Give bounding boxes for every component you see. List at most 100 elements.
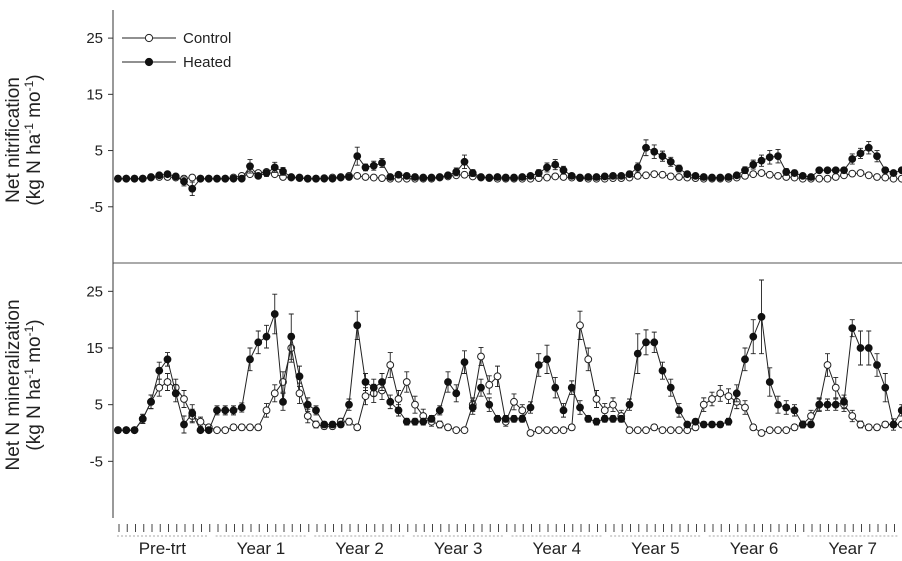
- nitrification-heated-point: [783, 169, 790, 176]
- nitrification-heated-point: [304, 175, 311, 182]
- nitrification-heated-point: [453, 169, 460, 176]
- mineralization-heated-point: [882, 384, 889, 391]
- mineralization-control-point: [304, 413, 311, 420]
- nitrification-control-point: [775, 172, 782, 179]
- mineralization-control-point: [436, 421, 443, 428]
- mineralization-control-point: [832, 384, 839, 391]
- mineralization-control-point: [783, 427, 790, 434]
- x-category-label: Pre-trt: [139, 539, 187, 556]
- mineralization-control-point: [346, 418, 353, 425]
- nitrification-y-tick-label: 25: [86, 30, 103, 47]
- mineralization-control-point: [651, 424, 658, 431]
- mineralization-heated-point: [205, 427, 212, 434]
- mineralization-control-point: [601, 407, 608, 414]
- nitrification-heated-point: [395, 171, 402, 178]
- nitrification-heated-point: [131, 175, 138, 182]
- nitrification-heated-point: [263, 170, 270, 177]
- nitrification-control-point: [898, 175, 902, 182]
- nitrification-heated-point: [659, 153, 666, 160]
- nitrification-control-point: [189, 174, 196, 181]
- nitrification-heated-point: [329, 175, 336, 182]
- mineralization-control-point: [593, 396, 600, 403]
- y-axis-title-bottom: Net N mineralization (kg N ha-1 mo-1): [3, 299, 45, 470]
- nitrification-heated-point: [412, 174, 419, 181]
- mineralization-control-point: [610, 401, 617, 408]
- mineralization-control-error-bars: [116, 311, 902, 435]
- mineralization-y-tick-label: -5: [90, 453, 103, 470]
- mineralization-control-point: [494, 373, 501, 380]
- nitrification-control-point: [865, 172, 872, 179]
- mineralization-control-point: [445, 424, 452, 431]
- mineralization-heated-point: [651, 339, 658, 346]
- nitrification-heated-point: [890, 170, 897, 177]
- nitrification-heated-point: [717, 174, 724, 181]
- nitrification-heated-point: [643, 144, 650, 151]
- nitrification-heated-point: [420, 174, 427, 181]
- mineralization-heated-point: [296, 373, 303, 380]
- nitrification-control-point: [370, 174, 377, 181]
- mineralization-heated-point: [181, 421, 188, 428]
- x-category-label: Year 4: [533, 539, 582, 556]
- mineralization-control-point: [568, 424, 575, 431]
- mineralization-control-point: [181, 396, 188, 403]
- nitrification-heated-point: [181, 178, 188, 185]
- nitrification-heated-point: [832, 167, 839, 174]
- mineralization-heated-point: [890, 421, 897, 428]
- mineralization-control-point: [865, 424, 872, 431]
- nitrification-control-point: [544, 174, 551, 181]
- mineralization-heated-point: [354, 322, 361, 329]
- nitrification-control-point: [362, 174, 369, 181]
- mineralization-heated-point: [337, 421, 344, 428]
- mineralization-heated-point: [263, 333, 270, 340]
- mineralization-heated-point: [874, 362, 881, 369]
- nitrification-control-point: [758, 170, 765, 177]
- nitrification-heated-point: [742, 167, 749, 174]
- y-axis-title-bottom-line2: (kg N ha-1 mo-1): [22, 319, 45, 450]
- nitrification-heated-point: [898, 167, 902, 174]
- nitrification-control-point: [634, 172, 641, 179]
- legend: Control Heated: [122, 30, 231, 71]
- mineralization-heated-point: [156, 367, 163, 374]
- nitrification-heated-point: [271, 164, 278, 171]
- mineralization-heated-point: [766, 379, 773, 386]
- nitrification-y-tick-label: 15: [86, 86, 103, 103]
- mineralization-control-point: [849, 413, 856, 420]
- nitrification-heated-point: [469, 170, 476, 177]
- y-axis-title-bottom-line1: Net N mineralization: [3, 299, 24, 470]
- mineralization-control-point: [238, 424, 245, 431]
- nitrification-control-point: [676, 174, 683, 181]
- mineralization-heated-point: [634, 350, 641, 357]
- mineralization-heated-point: [816, 401, 823, 408]
- mineralization-heated-point: [313, 407, 320, 414]
- mineralization-heated-point: [238, 404, 245, 411]
- mineralization-heated-point: [189, 410, 196, 417]
- mineralization-heated-point: [214, 407, 221, 414]
- mineralization-control-point: [643, 427, 650, 434]
- mineralization-heated-point: [288, 333, 295, 340]
- nitrification-control-point: [882, 174, 889, 181]
- mineralization-heated-point: [841, 398, 848, 405]
- nitrification-heated-point: [370, 162, 377, 169]
- nitrification-heated-point: [865, 144, 872, 151]
- nitrification-heated-point: [610, 172, 617, 179]
- mineralization-heated-point: [511, 415, 518, 422]
- legend-control-label: Control: [183, 30, 231, 47]
- nitrification-heated-point: [618, 172, 625, 179]
- mineralization-heated-point: [709, 421, 716, 428]
- mineralization-control-point: [362, 393, 369, 400]
- mineralization-heated-point: [824, 401, 831, 408]
- mineralization-control-point: [775, 427, 782, 434]
- mineralization-control-point: [271, 390, 278, 397]
- nitrification-heated-point: [379, 160, 386, 167]
- nitrification-heated-point: [362, 164, 369, 171]
- mineralization-control-point: [634, 427, 641, 434]
- nitrification-heated-point: [189, 185, 196, 192]
- nitrification-heated-point: [280, 168, 287, 175]
- mineralization-control-point: [222, 427, 229, 434]
- nitrification-heated-point: [139, 175, 146, 182]
- nitrification-heated-point: [164, 171, 171, 178]
- mineralization-heated-point: [684, 421, 691, 428]
- mineralization-y-tick-label: 15: [86, 340, 103, 357]
- nitrification-heated-point: [799, 172, 806, 179]
- nitrification-heated-point: [676, 165, 683, 172]
